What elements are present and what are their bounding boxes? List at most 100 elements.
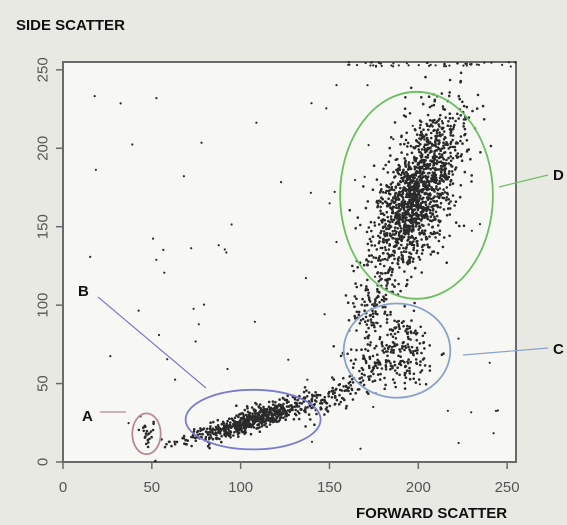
data-point bbox=[403, 373, 407, 377]
data-point bbox=[403, 270, 406, 273]
data-point bbox=[379, 62, 382, 65]
data-point bbox=[194, 340, 197, 343]
data-point bbox=[192, 430, 196, 433]
data-point bbox=[390, 185, 394, 189]
data-point bbox=[137, 428, 141, 432]
data-point bbox=[434, 210, 438, 214]
data-point bbox=[436, 188, 440, 192]
data-point bbox=[427, 181, 431, 184]
data-point bbox=[215, 437, 218, 441]
data-point bbox=[229, 431, 233, 434]
data-point bbox=[412, 184, 416, 188]
data-point bbox=[260, 425, 264, 428]
data-point bbox=[463, 170, 467, 174]
data-point bbox=[419, 371, 422, 374]
data-point bbox=[382, 299, 386, 303]
data-point bbox=[346, 301, 350, 305]
data-point bbox=[442, 151, 446, 155]
data-point bbox=[386, 258, 389, 262]
data-point bbox=[288, 410, 292, 414]
data-point bbox=[443, 108, 447, 111]
data-point bbox=[270, 413, 273, 417]
data-point bbox=[409, 330, 413, 333]
data-point bbox=[244, 431, 248, 434]
data-point bbox=[438, 181, 442, 185]
data-point bbox=[384, 293, 388, 297]
data-point bbox=[323, 395, 327, 399]
data-point bbox=[435, 129, 439, 133]
data-point bbox=[376, 271, 380, 274]
data-point bbox=[253, 415, 257, 419]
data-point bbox=[396, 171, 400, 174]
data-point bbox=[374, 310, 377, 313]
data-point bbox=[383, 310, 387, 314]
data-point bbox=[131, 143, 134, 146]
data-point bbox=[406, 239, 409, 242]
data-point bbox=[362, 354, 365, 358]
data-point bbox=[262, 420, 266, 424]
data-point bbox=[234, 425, 237, 428]
data-point bbox=[426, 186, 429, 189]
data-point bbox=[408, 200, 412, 204]
data-point bbox=[227, 417, 231, 421]
data-point bbox=[209, 436, 213, 439]
data-point bbox=[388, 277, 391, 281]
data-point bbox=[220, 434, 223, 438]
data-point bbox=[404, 365, 408, 368]
data-point bbox=[463, 127, 467, 131]
data-point bbox=[413, 301, 416, 305]
data-point bbox=[371, 188, 375, 191]
data-point bbox=[507, 61, 510, 64]
x-tick-label: 150 bbox=[317, 479, 342, 496]
data-point bbox=[393, 326, 396, 330]
data-point bbox=[392, 170, 395, 174]
data-point bbox=[363, 373, 366, 377]
data-point bbox=[438, 125, 441, 128]
data-point bbox=[199, 429, 202, 433]
data-point bbox=[376, 287, 379, 291]
data-point bbox=[492, 432, 495, 435]
data-point bbox=[361, 379, 365, 382]
data-point bbox=[331, 386, 335, 390]
data-point bbox=[151, 237, 155, 240]
data-point bbox=[444, 65, 448, 68]
data-point bbox=[422, 160, 426, 163]
data-point bbox=[396, 366, 399, 370]
data-point bbox=[364, 61, 367, 65]
data-point bbox=[403, 142, 406, 146]
data-point bbox=[399, 289, 402, 293]
x-tick-label: 0 bbox=[59, 479, 67, 496]
data-point bbox=[391, 351, 395, 354]
data-point bbox=[382, 251, 385, 255]
data-point bbox=[459, 79, 463, 83]
data-point bbox=[368, 366, 371, 370]
data-point bbox=[428, 235, 431, 238]
data-point bbox=[371, 380, 375, 383]
data-point bbox=[397, 323, 401, 326]
data-point bbox=[261, 417, 265, 421]
data-point bbox=[361, 368, 365, 372]
data-point bbox=[391, 181, 394, 184]
data-point bbox=[396, 237, 399, 241]
data-point bbox=[431, 205, 434, 208]
data-point bbox=[278, 408, 282, 412]
data-point bbox=[431, 166, 435, 170]
data-point bbox=[361, 297, 364, 301]
data-point bbox=[265, 407, 269, 411]
data-point bbox=[458, 97, 462, 101]
data-point bbox=[415, 351, 419, 355]
data-point bbox=[344, 407, 348, 410]
data-point bbox=[339, 400, 343, 404]
data-point bbox=[354, 227, 358, 230]
y-tick-label: 200 bbox=[35, 136, 52, 161]
gate-label-a: A bbox=[82, 408, 93, 425]
data-point bbox=[428, 246, 431, 249]
data-point bbox=[220, 422, 224, 426]
data-point bbox=[305, 395, 309, 398]
data-point bbox=[346, 386, 350, 390]
data-point bbox=[431, 225, 435, 229]
data-point bbox=[391, 230, 395, 233]
data-point bbox=[451, 145, 455, 149]
data-point bbox=[393, 121, 397, 124]
data-point bbox=[391, 283, 394, 286]
